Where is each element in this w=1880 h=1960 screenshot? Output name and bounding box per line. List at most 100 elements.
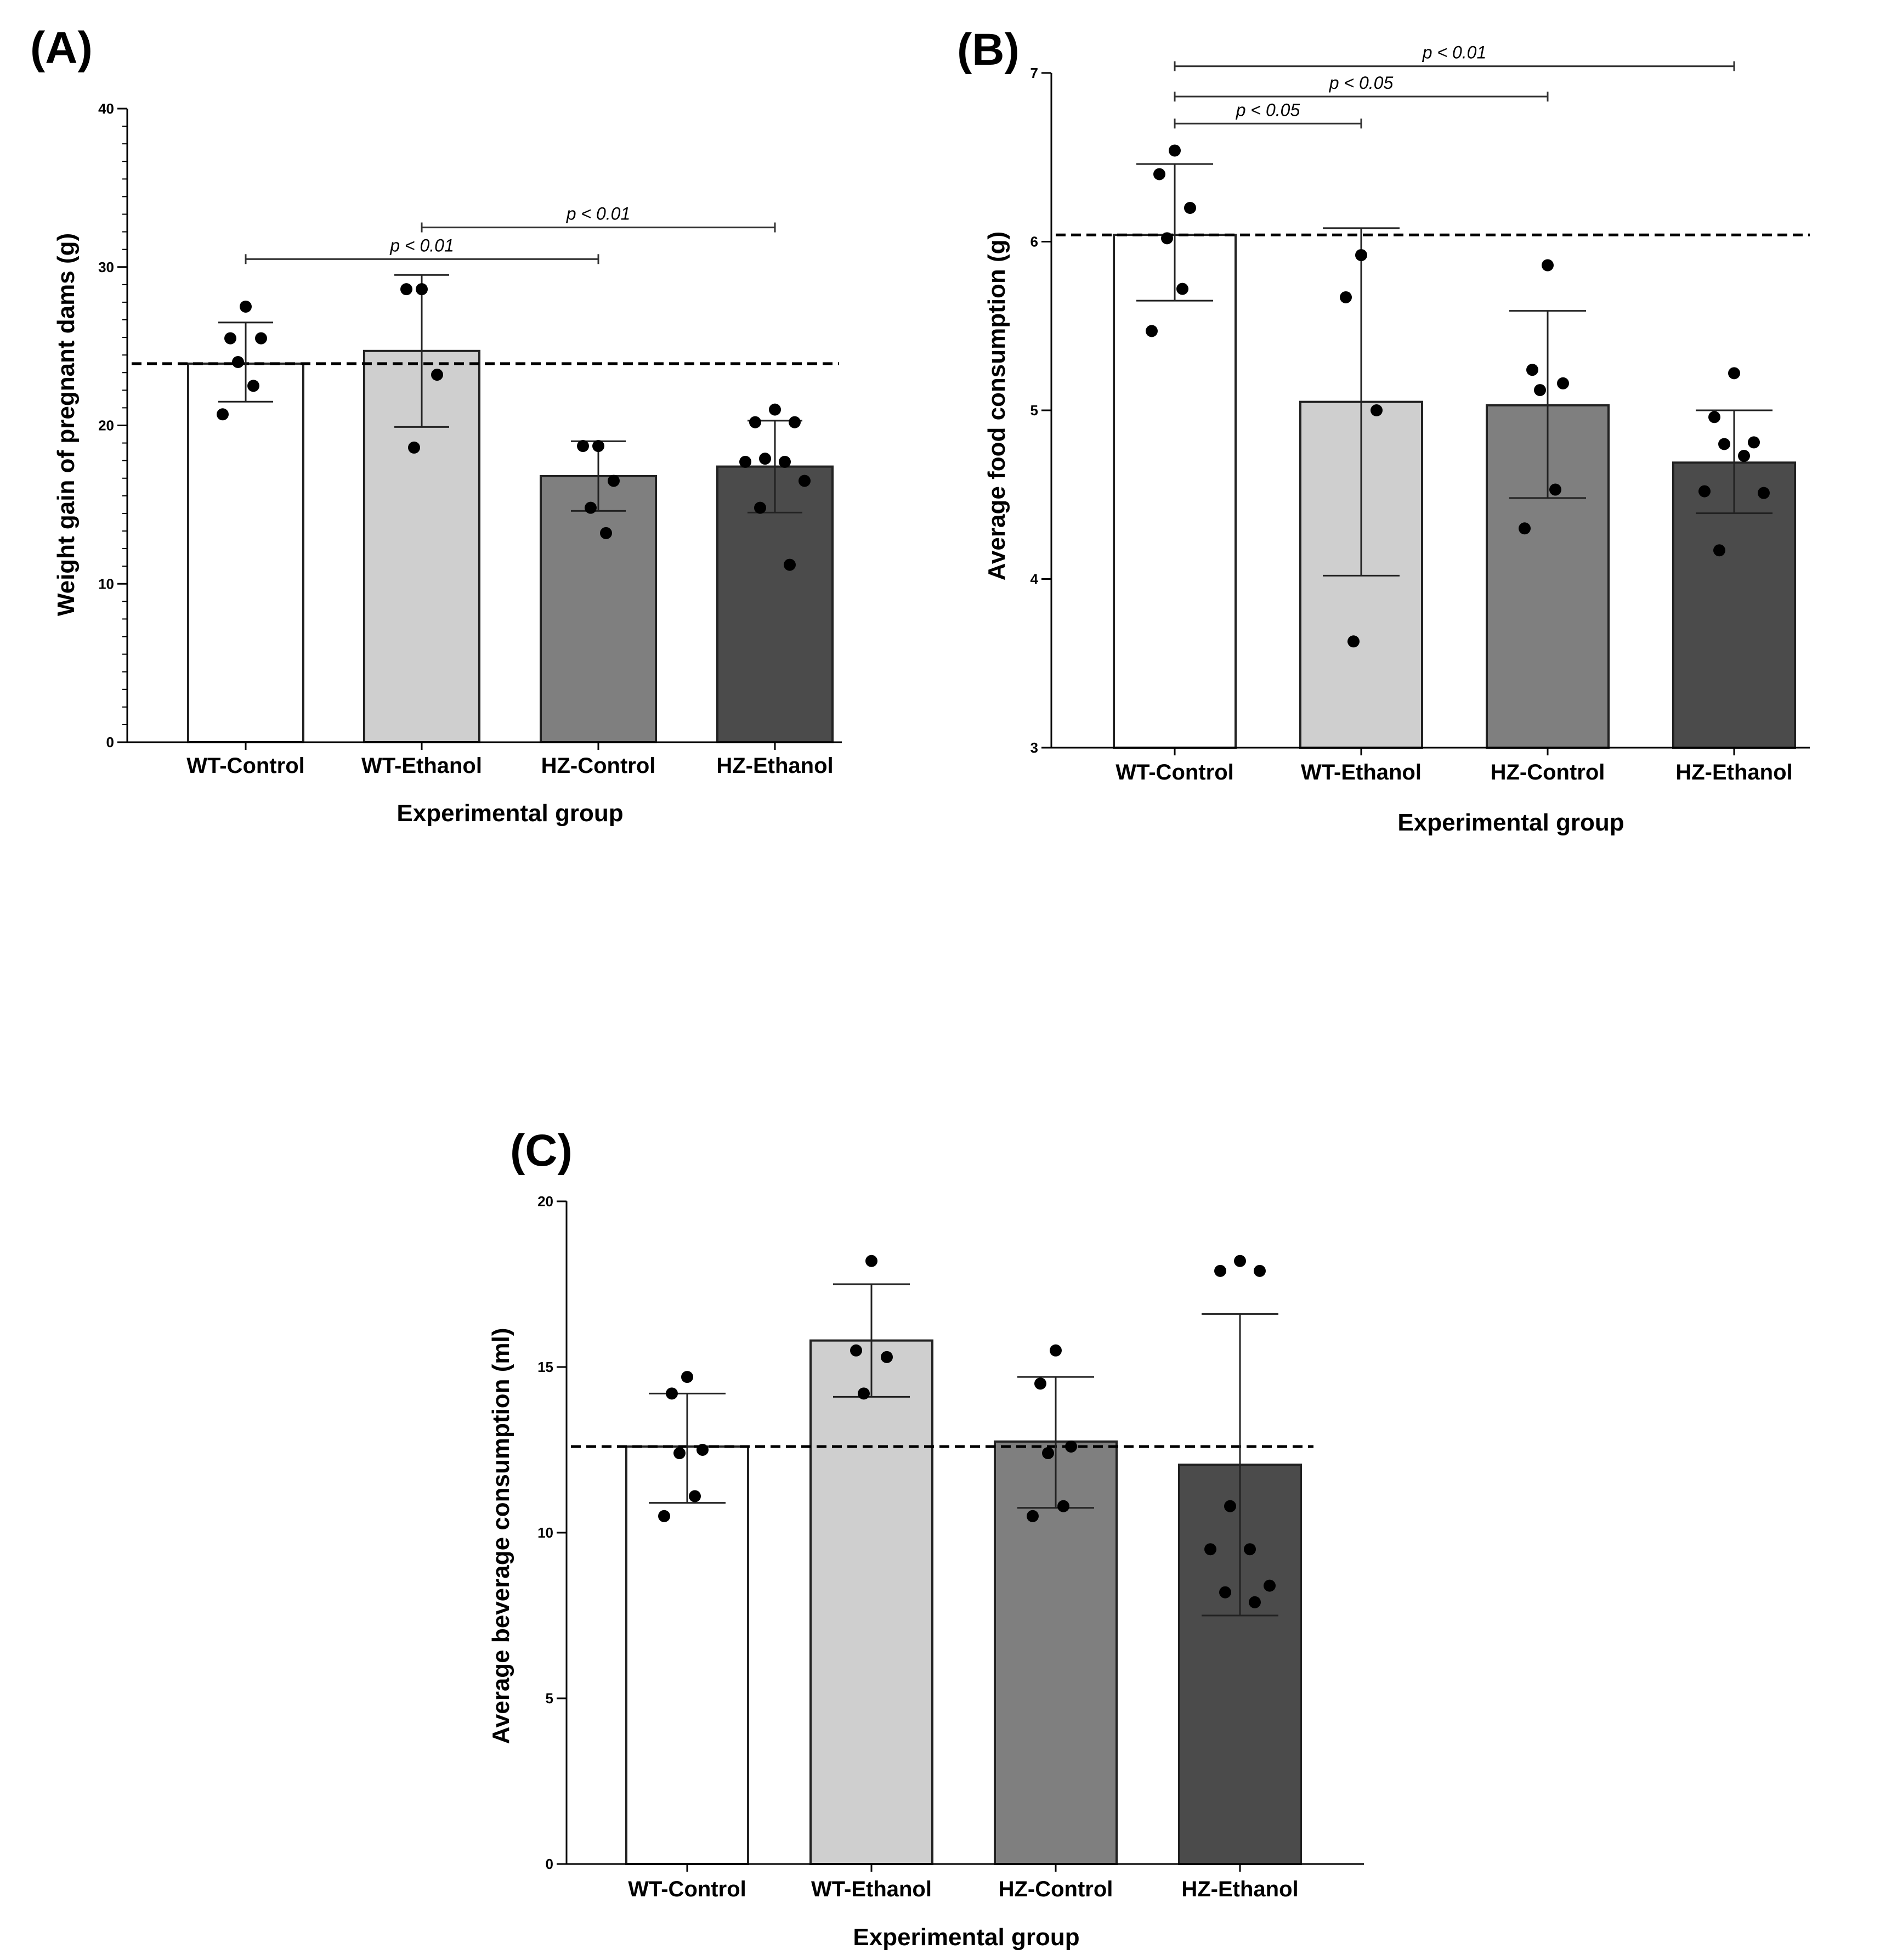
panel-c-point-1-2	[881, 1351, 893, 1363]
panel-b-point-1-0	[1355, 249, 1367, 262]
panel-c-bar-0	[625, 1445, 749, 1865]
panel-c-bar-3	[1178, 1464, 1302, 1865]
panel-c-point-3-6	[1264, 1579, 1276, 1592]
panel-c-y-tick-label-1: 5	[546, 1690, 553, 1707]
panel-c-label: (C)	[510, 1126, 573, 1176]
panel-b-y-tick-label-2: 5	[1030, 402, 1038, 419]
panel-c-point-3-8	[1249, 1596, 1261, 1608]
panel-c-y-axis-title: Average beverage consumption (ml)	[488, 1328, 514, 1744]
panel-c: (C) Average beverage consumption (ml) Ex…	[488, 1126, 1364, 1951]
panel-c-y-tick-label-4: 20	[537, 1193, 553, 1210]
panel-c-x-axis-title: Experimental group	[853, 1924, 1079, 1951]
panel-b-point-2-5	[1519, 522, 1531, 535]
panel-b-point-1-3	[1347, 635, 1360, 648]
panel-c-point-1-3	[858, 1387, 870, 1400]
panel-b-category-label-2: HZ-Control	[1491, 760, 1605, 784]
panel-a-point-1-0	[416, 283, 428, 296]
panel-c-point-1-0	[865, 1255, 877, 1267]
panel-b-y-tick-label-0: 3	[1030, 739, 1038, 756]
panel-a-point-3-3	[759, 453, 771, 465]
panel-a-point-3-8	[784, 558, 796, 571]
panel-c-point-3-0	[1234, 1255, 1246, 1267]
panel-c-point-2-0	[1050, 1344, 1062, 1357]
panel-b-point-2-1	[1526, 364, 1538, 376]
panel-c-point-2-5	[1027, 1510, 1039, 1522]
panel-c-point-3-3	[1224, 1500, 1236, 1512]
panel-b-point-3-2	[1748, 436, 1760, 449]
panel-b-point-1-2	[1371, 404, 1383, 416]
panel-a-bar-0	[187, 362, 304, 743]
panel-c-point-3-4	[1244, 1543, 1256, 1556]
panel-c-point-0-0	[681, 1371, 693, 1383]
panel-b-point-0-4	[1176, 283, 1188, 295]
panel-a-point-0-0	[240, 300, 252, 313]
panel-a-significance-label-1: p < 0.01	[566, 204, 631, 224]
panel-c-category-label-1: WT-Ethanol	[811, 1877, 932, 1901]
panel-b-significance-label-0: p < 0.05	[1236, 100, 1300, 120]
panel-a-category-label-0: WT-Control	[186, 754, 305, 778]
panel-a-point-0-2	[255, 332, 267, 344]
panel-a-point-3-0	[769, 403, 781, 416]
panel-b-category-label-3: HZ-Ethanol	[1675, 760, 1792, 784]
panel-a-y-tick-label-1: 10	[98, 575, 114, 592]
panel-c-point-3-7	[1219, 1586, 1231, 1598]
panel-c-plot: 0 5 10 15 20 WT-Control WT-Ethanol HZ-Control HZ…	[537, 1193, 1364, 1901]
panel-a-point-0-5	[217, 408, 229, 421]
panel-b-point-0-5	[1146, 325, 1158, 337]
panel-a-point-3-5	[739, 455, 751, 468]
panel-a-point-1-1	[400, 283, 412, 296]
panel-a-point-3-2	[789, 416, 801, 428]
panel-b-category-label-1: WT-Ethanol	[1301, 760, 1422, 784]
panel-b-plot: 3 4 5 6 7 WT-Control WT-Ethanol HZ-Control HZ-Et…	[1030, 43, 1810, 784]
panel-c-bar-1	[809, 1339, 933, 1865]
panel-c-point-2-2	[1065, 1440, 1077, 1453]
panel-b-point-2-3	[1534, 384, 1546, 397]
panel-c-point-0-2	[696, 1444, 709, 1456]
panel-b-y-axis-title: Average food consumption (g)	[983, 231, 1010, 580]
panel-c-point-3-1	[1214, 1264, 1226, 1277]
panel-c-bar-2	[994, 1440, 1118, 1865]
panel-b-y-tick-label-3: 6	[1030, 234, 1038, 250]
panel-c-y-tick-label-0: 0	[546, 1856, 553, 1872]
panel-a-point-0-4	[247, 380, 259, 392]
panel-a-bar-2	[540, 475, 657, 744]
panel-a-category-label-2: HZ-Control	[541, 754, 656, 778]
panel-b-point-3-5	[1698, 485, 1711, 498]
panel-b-point-3-0	[1728, 367, 1740, 380]
panel-a-y-tick-label-0: 0	[106, 734, 114, 750]
panel-a-point-1-3	[408, 441, 420, 454]
panel-b-significance-label-1: p < 0.05	[1329, 73, 1394, 93]
panel-b-y-tick-label-1: 4	[1030, 571, 1039, 588]
panel-a-y-tick-label-3: 30	[98, 259, 114, 275]
panel-b-point-0-0	[1169, 144, 1181, 157]
panel-b-point-1-1	[1340, 291, 1352, 303]
panel-b-point-3-4	[1738, 450, 1750, 462]
panel-a-x-axis-title: Experimental group	[397, 800, 623, 827]
panel-b-category-label-0: WT-Control	[1115, 760, 1234, 784]
panel-b-significance-label-2: p < 0.01	[1422, 43, 1487, 63]
panel-b-y-tick-label-4: 7	[1030, 65, 1038, 81]
panel-c-point-2-3	[1042, 1447, 1054, 1460]
panel-b-point-2-4	[1549, 483, 1561, 496]
panel-c-point-3-2	[1254, 1264, 1266, 1277]
panel-a-point-1-2	[431, 369, 443, 381]
panel-a-point-2-4	[600, 527, 612, 539]
panel-a-point-2-0	[592, 440, 604, 453]
panel-b-point-3-1	[1708, 411, 1720, 423]
panel-a-category-label-1: WT-Ethanol	[361, 754, 482, 778]
panel-a: (A) Weight gain of pregnant dams (g) Exp…	[30, 23, 842, 827]
panel-a-point-2-3	[585, 501, 597, 514]
panel-a-point-2-1	[577, 440, 589, 453]
panel-a-category-label-3: HZ-Ethanol	[716, 754, 833, 778]
panel-a-point-3-1	[749, 416, 761, 428]
panel-a-point-2-2	[608, 475, 620, 487]
panel-a-point-0-1	[224, 332, 236, 344]
panel-a-point-3-6	[799, 475, 811, 487]
panel-c-point-0-5	[658, 1510, 670, 1522]
panel-c-y-tick-label-3: 15	[537, 1359, 553, 1375]
panel-b-point-3-3	[1718, 438, 1730, 450]
panel-a-y-axis-title: Weight gain of pregnant dams (g)	[53, 233, 80, 616]
panel-a-y-tick-label-4: 40	[98, 100, 114, 117]
panel-b-label: (B)	[957, 25, 1020, 75]
